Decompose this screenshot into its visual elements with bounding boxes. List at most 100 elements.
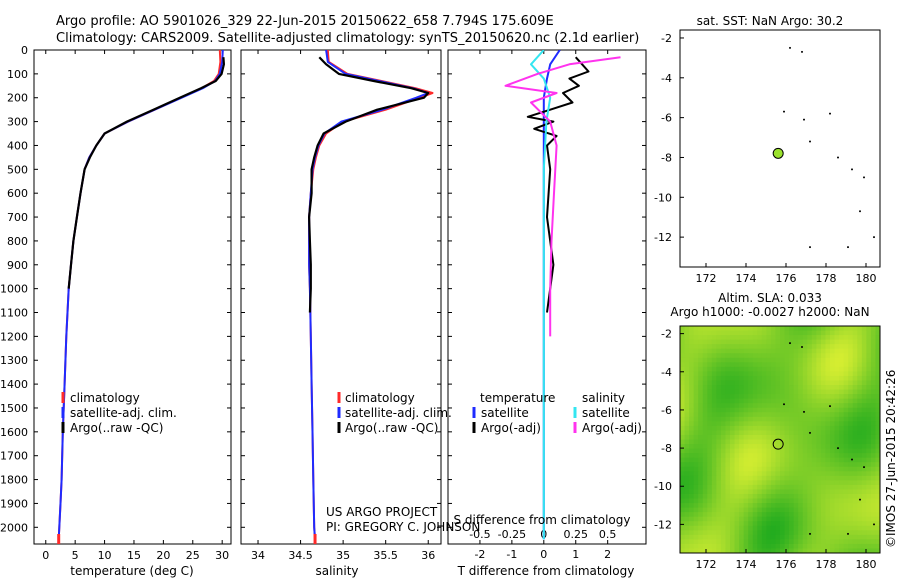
sla-cell <box>725 330 731 336</box>
island-marker <box>809 532 811 535</box>
sla-cell <box>857 416 863 422</box>
sla-cell <box>780 425 786 432</box>
sla-cell <box>702 326 708 332</box>
sla-cell <box>775 484 781 491</box>
sla-cell <box>730 525 736 531</box>
sla-cell <box>825 480 831 486</box>
sla-cell <box>798 403 804 409</box>
sla-cell <box>848 448 854 454</box>
sla-cell <box>843 471 849 477</box>
sla-cell <box>780 412 786 418</box>
sla-cell <box>707 484 713 491</box>
sla-cell <box>775 466 781 472</box>
sla-cell <box>857 462 863 468</box>
sla-cell <box>834 335 840 341</box>
sla-cell <box>848 466 854 472</box>
argo-position-marker <box>772 147 784 159</box>
sla-cell <box>807 444 813 450</box>
sla-cell <box>861 394 867 400</box>
sla-cell <box>848 530 854 536</box>
sla-cell <box>811 348 817 354</box>
sla-cell <box>802 493 808 500</box>
sla-cell <box>825 398 831 404</box>
sla-cell <box>830 489 836 495</box>
sla-cell <box>693 512 699 518</box>
sla-cell <box>689 480 695 486</box>
sla-cell <box>711 407 717 413</box>
sla-cell <box>693 348 699 354</box>
sla-cell <box>875 434 880 441</box>
sla-cell <box>789 425 795 432</box>
sla-cell <box>684 371 690 377</box>
sla-cell <box>748 525 754 531</box>
sla-cell <box>857 503 863 509</box>
sla-cell <box>811 503 817 509</box>
sla-cell <box>757 521 763 527</box>
sla-cell <box>802 385 808 391</box>
sla-cell <box>702 503 708 509</box>
sla-cell <box>839 344 845 350</box>
sla-cell <box>730 539 736 545</box>
sla-cell <box>843 407 849 413</box>
sla-cell <box>716 398 722 404</box>
sla-cell <box>820 548 827 553</box>
sla-cell <box>730 543 736 550</box>
sla-cell <box>843 339 849 345</box>
sla-cell <box>689 375 695 382</box>
sla-cell <box>825 453 831 459</box>
sla-cell <box>780 530 786 536</box>
sla-cell <box>811 466 817 472</box>
sla-cell <box>761 516 767 522</box>
sla-cell <box>680 507 686 513</box>
temperature-tick-label: 0 <box>42 549 49 562</box>
sla-cell <box>848 421 854 427</box>
sla-cell <box>802 471 808 477</box>
sla-cell <box>816 457 822 463</box>
island-marker <box>859 498 861 501</box>
sla-cell <box>866 516 872 522</box>
sla-cell <box>848 471 854 477</box>
sla-cell <box>802 407 808 413</box>
sla-cell <box>684 466 690 472</box>
legend-label-satellite: satellite-adj. clim. <box>345 406 452 420</box>
sla-cell <box>743 326 749 332</box>
sla-cell <box>875 394 880 400</box>
sla-cell <box>693 457 699 463</box>
sla-cell <box>875 498 880 504</box>
sla-cell <box>743 398 749 404</box>
sla-cell <box>743 507 749 513</box>
sla-cell <box>780 416 786 422</box>
sla-cell <box>743 457 749 463</box>
sla-cell <box>780 353 786 359</box>
sla-cell <box>698 521 704 527</box>
sla-cell <box>684 403 690 409</box>
sla-cell <box>852 503 858 509</box>
sla-cell <box>689 444 695 450</box>
sla-cell <box>816 493 822 500</box>
sla-cell <box>830 394 836 400</box>
sla-cell <box>811 362 817 368</box>
sla-cell <box>775 403 781 409</box>
sla-cell <box>820 425 827 432</box>
sla-cell <box>702 489 708 495</box>
sla-cell <box>798 407 804 413</box>
sla-cell <box>693 403 699 409</box>
sla-cell <box>761 412 767 418</box>
sla-cell <box>684 480 690 486</box>
sla-cell <box>757 434 763 441</box>
sla-cell <box>739 530 745 536</box>
sla-cell <box>775 407 781 413</box>
sla-cell <box>757 457 763 463</box>
sla-cell <box>689 403 695 409</box>
sla-cell <box>780 484 786 491</box>
sla-cell <box>830 507 836 513</box>
sla-cell <box>766 439 772 445</box>
sla-cell <box>816 371 822 377</box>
sla-cell <box>680 403 686 409</box>
sla-cell <box>807 371 813 377</box>
sla-cell <box>770 326 777 332</box>
sla-cell <box>848 484 854 491</box>
island-marker <box>837 156 839 159</box>
sla-cell <box>816 425 822 432</box>
sla-cell <box>866 421 872 427</box>
